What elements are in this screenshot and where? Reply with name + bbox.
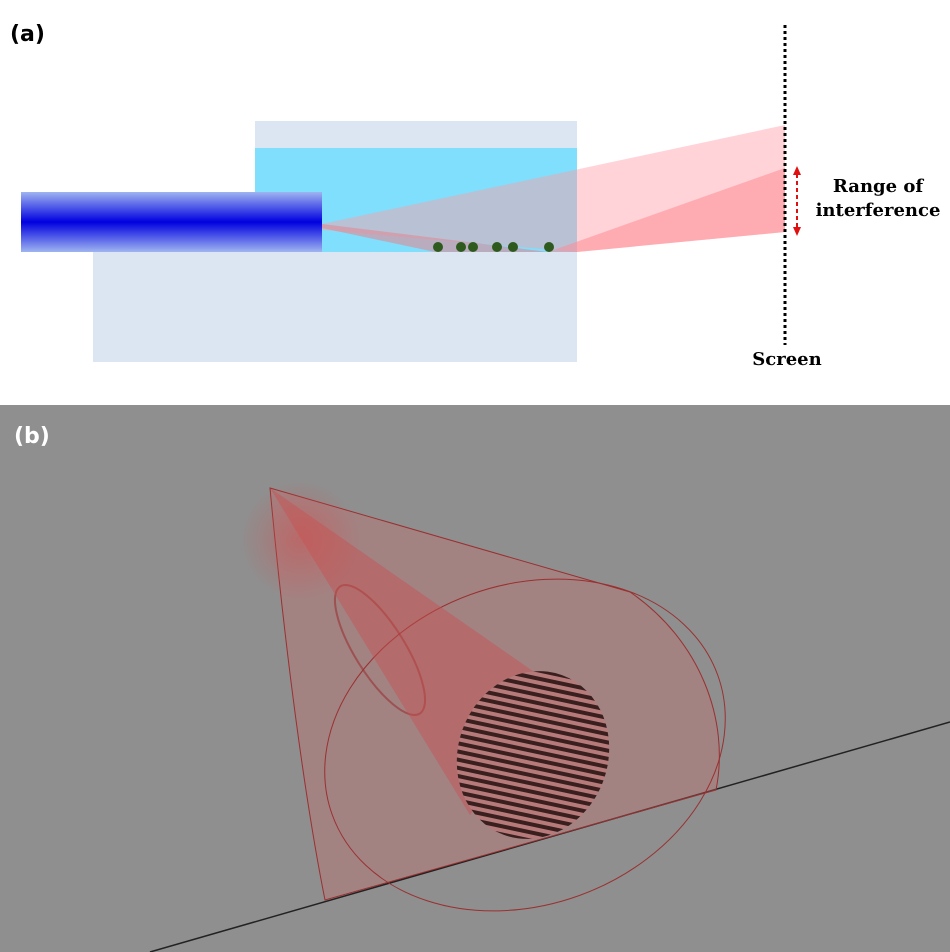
fiber (21, 192, 322, 252)
annotation: interference (816, 200, 941, 221)
panel-label: (a) (10, 22, 45, 47)
screen-label: Screen (752, 349, 821, 370)
page: (a) Range of interference Screen (b) (()… (0, 0, 950, 952)
substrate (93, 252, 577, 362)
figure: (a) Range of interference Screen (b) (0, 0, 950, 952)
panel-label: (b) (14, 424, 50, 449)
annotation: Range of (833, 176, 924, 197)
cover (255, 121, 577, 148)
apex-glow (240, 480, 360, 600)
